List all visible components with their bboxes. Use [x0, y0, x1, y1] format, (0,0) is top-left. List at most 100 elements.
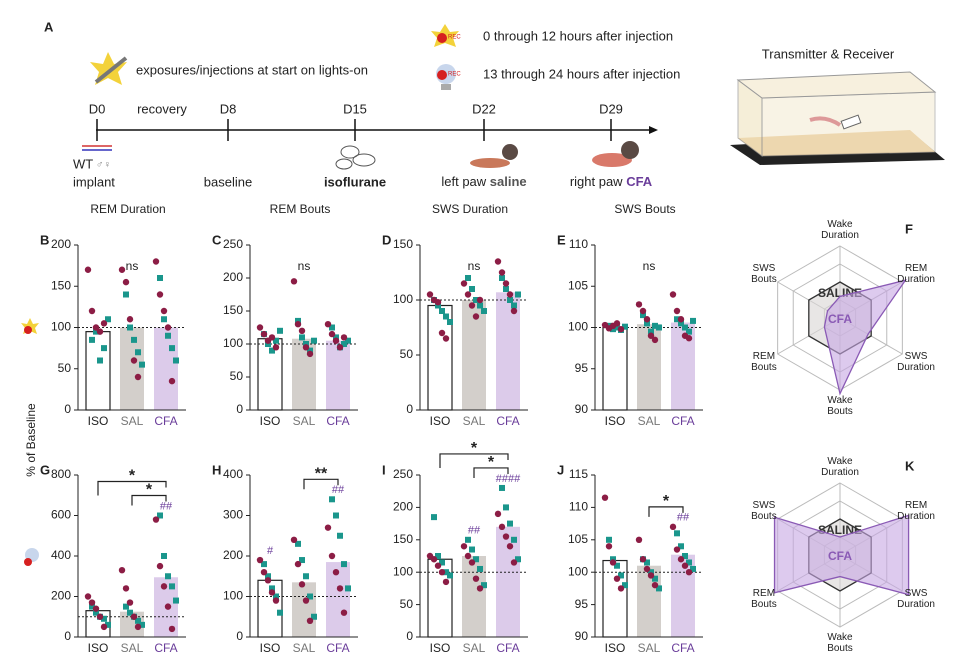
- dot: [333, 334, 339, 341]
- dot: [161, 553, 167, 559]
- dot: [173, 357, 179, 364]
- dot: [476, 585, 484, 592]
- dot: [617, 585, 625, 592]
- dot: [674, 316, 680, 323]
- x-tick-label: ISO: [260, 414, 281, 428]
- dot: [345, 585, 351, 592]
- axis-label-word: Bouts: [751, 511, 777, 522]
- radar-area: [773, 514, 910, 596]
- dot: [515, 556, 521, 563]
- x-tick-label: SAL: [121, 641, 144, 655]
- dot: [92, 324, 100, 331]
- dot: [690, 565, 696, 572]
- dot: [101, 345, 107, 352]
- mouse-right-icon: [592, 141, 639, 167]
- dot: [685, 335, 693, 342]
- dot: [614, 324, 620, 331]
- dot: [156, 291, 164, 298]
- x-tick-label: CFA: [154, 641, 177, 655]
- step-emphasis: CFA: [626, 174, 653, 189]
- dot: [89, 336, 95, 343]
- dot: [510, 307, 518, 315]
- axis-label: SWS Bouts: [751, 500, 777, 522]
- day-label: D29: [599, 101, 623, 116]
- dot: [434, 562, 442, 569]
- dot: [477, 565, 483, 572]
- dot: [84, 593, 92, 600]
- x-tick-label: ISO: [430, 414, 451, 428]
- dot: [311, 337, 317, 344]
- y-tick-label: 150: [393, 237, 413, 251]
- dot: [126, 599, 134, 606]
- dot: [614, 562, 620, 569]
- panel-letter: I: [382, 462, 386, 477]
- dot: [265, 341, 271, 347]
- bar: [326, 340, 350, 410]
- dot: [635, 301, 643, 308]
- y-tick-label: 50: [58, 361, 72, 375]
- axis-label-word: REM: [905, 500, 927, 511]
- bar: [496, 526, 520, 637]
- x-tick-label: CFA: [326, 641, 349, 655]
- dot: [678, 320, 684, 327]
- isoflurane-icon: [335, 145, 376, 170]
- x-tick-label: SAL: [638, 641, 661, 655]
- bracket: [97, 480, 167, 496]
- axis-label-word: Bouts: [751, 362, 777, 373]
- dot: [469, 546, 475, 553]
- dot: [643, 565, 651, 573]
- y-tick-label: 90: [575, 629, 589, 643]
- dot: [673, 546, 681, 553]
- y-tick-label: 400: [223, 467, 243, 481]
- dot: [468, 559, 476, 566]
- dot: [435, 553, 441, 559]
- sex-label: ♂♀: [96, 160, 111, 171]
- y-tick-label: 0: [236, 629, 243, 643]
- y-tick-label: 200: [51, 589, 71, 603]
- dot: [601, 494, 609, 501]
- bar: [154, 327, 178, 410]
- dot: [473, 297, 479, 303]
- dot: [324, 524, 332, 531]
- axis-label: SWS Bouts: [751, 263, 777, 285]
- dot: [272, 344, 280, 351]
- dot: [101, 615, 107, 622]
- axis-label: Wake Bouts: [827, 394, 853, 416]
- y-tick-label: 100: [223, 336, 243, 350]
- panel-letter: J: [557, 462, 564, 477]
- dot: [298, 327, 306, 334]
- dot: [477, 302, 483, 309]
- dot: [97, 357, 103, 364]
- y-tick-label: 600: [51, 508, 71, 522]
- panel-letter: C: [212, 232, 222, 247]
- dot: [273, 593, 279, 600]
- dot: [100, 623, 108, 631]
- dot: [686, 328, 692, 335]
- y-tick-label: 250: [393, 467, 413, 481]
- dot: [656, 324, 662, 331]
- rec-icon-early: [431, 24, 459, 47]
- dot: [122, 278, 130, 286]
- dot: [336, 344, 344, 351]
- panel-title: REM Bouts: [270, 202, 331, 216]
- dot: [685, 569, 693, 576]
- step-label: implant: [73, 174, 115, 189]
- y-tick-label: 0: [64, 402, 71, 416]
- dot: [84, 266, 92, 273]
- panel-title: SWS Duration: [432, 202, 508, 216]
- x-tick-label: SAL: [638, 414, 661, 428]
- significance-note: ns: [126, 259, 139, 273]
- panel-letter: K: [905, 458, 915, 473]
- y-tick-label: 100: [568, 320, 588, 334]
- strain-label: WT: [73, 156, 93, 171]
- dot: [510, 559, 518, 566]
- hash-label: ##: [332, 484, 345, 496]
- dot: [447, 319, 453, 325]
- dot: [173, 597, 179, 604]
- dot: [673, 307, 681, 315]
- dot: [260, 569, 268, 576]
- dot: [426, 291, 434, 298]
- panel-title: REM Duration: [90, 202, 165, 216]
- dot: [644, 559, 650, 566]
- dot: [328, 330, 336, 338]
